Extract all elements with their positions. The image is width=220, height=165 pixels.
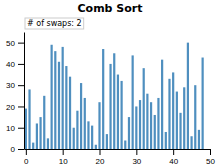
bar bbox=[51, 45, 53, 149]
tick-mark bbox=[136, 149, 137, 155]
bar bbox=[84, 98, 86, 149]
legend-box bbox=[25, 18, 84, 29]
bar bbox=[190, 136, 192, 149]
bar bbox=[25, 109, 27, 149]
tick-label: 0 bbox=[11, 145, 16, 154]
bar bbox=[32, 143, 34, 149]
bar bbox=[176, 92, 178, 149]
tick-mark bbox=[26, 149, 27, 155]
bar bbox=[69, 77, 71, 149]
plot: 0 10 20 30 40 50 0 10 20 30 40 50 bbox=[6, 33, 215, 165]
bar bbox=[117, 75, 119, 149]
tick-label: 20 bbox=[96, 157, 105, 165]
axis-line bbox=[24, 33, 25, 150]
tick-mark bbox=[210, 149, 211, 155]
tick: 0 bbox=[11, 145, 24, 154]
tick-label: 10 bbox=[59, 157, 68, 165]
bar bbox=[106, 134, 108, 149]
title: Comb Sort bbox=[78, 2, 143, 15]
tick-label: 50 bbox=[6, 39, 15, 48]
x-axis: 0 10 20 30 40 50 bbox=[24, 149, 215, 165]
bar bbox=[28, 89, 30, 149]
tick-label: 40 bbox=[169, 157, 178, 165]
tick-label: 30 bbox=[6, 81, 15, 90]
bar bbox=[143, 68, 145, 149]
bar bbox=[109, 64, 111, 149]
bar bbox=[113, 53, 115, 149]
bar bbox=[65, 66, 67, 149]
tick: 0 bbox=[24, 149, 29, 165]
bar bbox=[161, 60, 163, 149]
bar bbox=[172, 72, 174, 149]
axis-line bbox=[25, 149, 211, 150]
bar bbox=[36, 123, 38, 149]
bar bbox=[146, 94, 148, 149]
bar bbox=[183, 87, 185, 149]
bar bbox=[205, 149, 207, 150]
tick: 30 bbox=[6, 81, 24, 90]
bar bbox=[157, 98, 159, 149]
tick: 10 bbox=[6, 124, 24, 133]
tick: 40 bbox=[6, 60, 24, 69]
tick-mark bbox=[18, 64, 24, 65]
tick-label: 30 bbox=[132, 157, 141, 165]
tick-mark bbox=[173, 149, 174, 155]
tick: 20 bbox=[96, 149, 105, 165]
tick: 20 bbox=[6, 103, 24, 112]
tick-label: 20 bbox=[6, 103, 15, 112]
bar bbox=[124, 140, 126, 149]
bar bbox=[62, 47, 64, 149]
bar bbox=[168, 79, 170, 149]
bar bbox=[95, 145, 97, 149]
bar bbox=[43, 96, 45, 149]
tick: 10 bbox=[59, 149, 68, 165]
tick: 50 bbox=[6, 39, 24, 48]
bar bbox=[202, 58, 204, 149]
bar bbox=[39, 117, 41, 149]
bar bbox=[179, 113, 181, 149]
bar bbox=[73, 128, 75, 149]
bar bbox=[132, 55, 134, 149]
legend-entry: # of swaps: 2 bbox=[27, 19, 82, 28]
bar bbox=[120, 81, 122, 149]
bar bbox=[139, 100, 141, 149]
bar bbox=[98, 102, 100, 149]
tick-mark bbox=[18, 106, 24, 107]
chart: Comb Sort 0 10 20 30 40 50 0 10 20 30 40 50 # of swap… bbox=[0, 0, 220, 165]
tick: 50 bbox=[206, 149, 215, 165]
tick-label: 50 bbox=[206, 157, 215, 165]
bar bbox=[80, 83, 82, 149]
bar bbox=[150, 102, 152, 149]
tick-mark bbox=[18, 43, 24, 44]
bar bbox=[198, 130, 200, 149]
tick-mark bbox=[63, 149, 64, 155]
bar bbox=[47, 138, 49, 149]
tick-label: 40 bbox=[6, 60, 15, 69]
tick-mark bbox=[18, 85, 24, 86]
tick-mark bbox=[18, 128, 24, 129]
bar bbox=[187, 43, 189, 149]
tick-label: 0 bbox=[24, 157, 29, 165]
bar bbox=[91, 126, 93, 149]
tick: 30 bbox=[132, 149, 141, 165]
tick-label: 10 bbox=[6, 124, 15, 133]
bar bbox=[54, 51, 56, 149]
bar bbox=[154, 115, 156, 149]
y-axis: 0 10 20 30 40 50 bbox=[6, 33, 24, 155]
legend: # of swaps: 2 bbox=[25, 18, 84, 29]
bar bbox=[165, 132, 167, 149]
tick: 40 bbox=[169, 149, 178, 165]
bar bbox=[76, 111, 78, 149]
bar bbox=[194, 85, 196, 149]
bar bbox=[58, 62, 60, 149]
tick-mark bbox=[18, 149, 24, 150]
bars bbox=[25, 43, 204, 149]
bar bbox=[102, 49, 104, 149]
tick-mark bbox=[100, 149, 101, 155]
bar bbox=[87, 121, 89, 149]
bar bbox=[135, 106, 137, 149]
bar bbox=[128, 117, 130, 149]
